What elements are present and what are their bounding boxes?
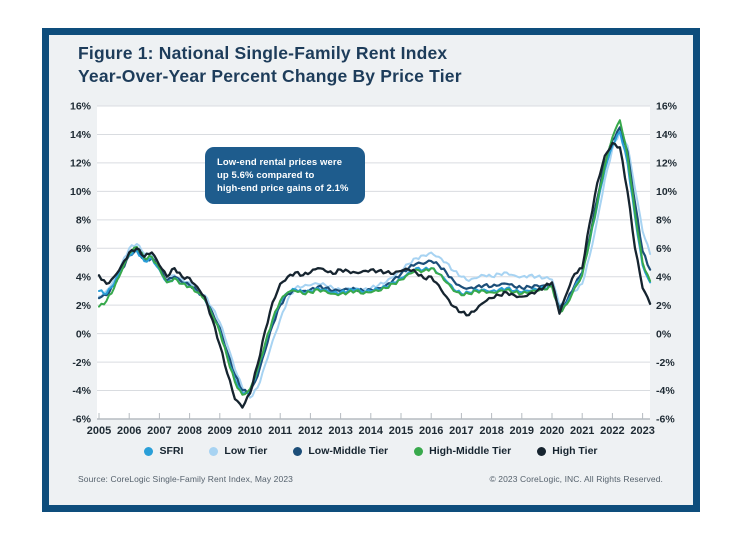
y-axis-label-left: 14% (70, 129, 92, 141)
y-axis-label-right: 2% (656, 300, 672, 312)
callout-annotation: Low-end rental prices were up 5.6% compa… (205, 147, 365, 204)
legend-label-low-tier: Low Tier (224, 445, 268, 457)
x-axis-label: 2005 (87, 425, 111, 437)
y-axis-label-right: 0% (656, 328, 672, 340)
x-axis-label: 2022 (600, 425, 624, 437)
x-axis-label: 2012 (298, 425, 322, 437)
series-line-high-tier (97, 141, 652, 409)
source-note: Source: CoreLogic Single-Family Rent Ind… (78, 474, 293, 484)
x-axis-label: 2018 (479, 425, 503, 437)
y-axis-label-left: 4% (76, 271, 92, 283)
x-axis-label: 2021 (570, 425, 594, 437)
x-axis-label: 2023 (630, 425, 654, 437)
high-middle-tier-dot-icon (414, 446, 424, 456)
y-axis-label-left: 6% (76, 243, 92, 255)
callout-line2: up 5.6% compared to (217, 170, 315, 181)
y-axis-label-left: 16% (70, 101, 92, 113)
plot-area (97, 106, 650, 419)
copyright-note: © 2023 CoreLogic, INC. All Rights Reserv… (489, 474, 663, 484)
figure-title: Figure 1: National Single-Family Rent In… (78, 42, 462, 88)
x-axis-label: 2013 (328, 425, 352, 437)
legend-item-low-tier: Low Tier (209, 445, 267, 457)
y-axis-label-left: 2% (76, 300, 92, 312)
figure-title-line1: Figure 1: National Single-Family Rent In… (78, 43, 448, 63)
y-axis-label-left: 10% (70, 186, 92, 198)
y-axis-label-right: -6% (656, 414, 675, 426)
high-tier-dot-icon (537, 446, 547, 456)
x-axis-label: 2006 (117, 425, 141, 437)
callout-line1: Low-end rental prices were (217, 157, 343, 168)
y-axis-label-right: 16% (656, 101, 678, 113)
legend-label-low-middle-tier: Low-Middle Tier (308, 445, 389, 457)
series-line-low-tier (98, 130, 652, 399)
x-axis-label: 2016 (419, 425, 443, 437)
y-axis-label-left: 8% (76, 214, 92, 226)
x-axis-label: 2015 (389, 425, 413, 437)
legend-label-sfri: SFRI (159, 445, 184, 457)
y-axis-label-right: 6% (656, 243, 672, 255)
legend-item-low-middle-tier: Low-Middle Tier (293, 445, 388, 457)
x-axis-label: 2008 (177, 425, 201, 437)
y-axis-label-left: 0% (76, 328, 92, 340)
y-axis-label-left: -4% (72, 385, 91, 397)
y-axis-label-left: -2% (72, 357, 91, 369)
x-axis-label: 2011 (268, 425, 292, 437)
y-axis-label-right: 10% (656, 186, 678, 198)
y-axis-label-right: 12% (656, 158, 678, 170)
y-axis-label-right: -4% (656, 385, 675, 397)
y-axis-label-right: 8% (656, 214, 672, 226)
chart-legend: SFRI Low Tier Low-Middle Tier High-Middl… (42, 445, 700, 457)
x-axis-label: 2017 (449, 425, 473, 437)
y-axis-label-right: -2% (656, 357, 675, 369)
y-axis-label-left: -6% (72, 414, 91, 426)
y-axis-label-left: 12% (70, 158, 92, 170)
low-tier-dot-icon (209, 446, 219, 456)
y-axis-label-right: 14% (656, 129, 678, 141)
x-axis-label: 2009 (208, 425, 232, 437)
low-middle-tier-dot-icon (293, 446, 303, 456)
x-axis-label: 2014 (359, 425, 384, 437)
sfri-dot-icon (144, 446, 154, 456)
callout-line3: high-end price gains of 2.1% (217, 183, 349, 194)
x-axis-label: 2019 (510, 425, 534, 437)
legend-item-high-middle-tier: High-Middle Tier (414, 445, 511, 457)
legend-label-high-tier: High Tier (552, 445, 598, 457)
x-axis-label: 2007 (147, 425, 171, 437)
figure-title-line2: Year-Over-Year Percent Change By Price T… (78, 66, 462, 86)
x-axis-label: 2010 (238, 425, 262, 437)
legend-item-sfri: SFRI (144, 445, 183, 457)
x-axis-label: 2020 (540, 425, 564, 437)
y-axis-label-right: 4% (656, 271, 672, 283)
legend-label-high-middle-tier: High-Middle Tier (429, 445, 512, 457)
legend-item-high-tier: High Tier (537, 445, 598, 457)
